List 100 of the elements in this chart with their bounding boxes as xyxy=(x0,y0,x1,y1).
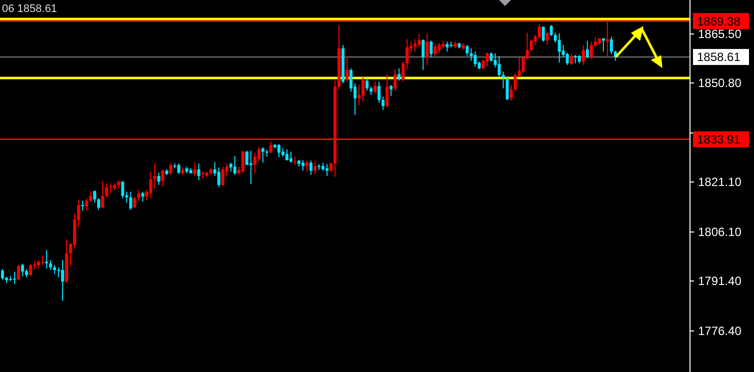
candlestick xyxy=(406,38,409,70)
candlestick xyxy=(346,56,349,82)
candlestick xyxy=(362,76,365,102)
candlestick xyxy=(498,56,501,78)
candlestick xyxy=(329,162,332,172)
candlestick xyxy=(418,34,421,48)
candlestick xyxy=(514,72,517,92)
candlestick xyxy=(157,172,160,186)
candlestick xyxy=(169,162,172,176)
candlestick xyxy=(546,31,549,46)
candlestick xyxy=(97,198,100,210)
candlestick xyxy=(249,150,252,184)
candlestick xyxy=(121,180,124,199)
candlestick xyxy=(414,38,417,52)
candlestick xyxy=(253,152,256,174)
candlestick xyxy=(129,191,132,210)
candlestick xyxy=(49,260,52,270)
candlestick xyxy=(197,162,200,180)
candlestick xyxy=(93,190,96,204)
ref-line-label: 1858.61 xyxy=(697,50,741,64)
candlestick xyxy=(89,191,92,202)
candlestick xyxy=(550,24,553,36)
candlestick xyxy=(13,271,16,284)
candlestick xyxy=(474,51,477,68)
ref-line-label: 1869.38 xyxy=(697,14,741,28)
candlestick xyxy=(301,160,304,172)
candlestick xyxy=(17,264,20,280)
candlestick xyxy=(57,266,60,278)
y-tick-label: 1791.40 xyxy=(698,274,742,288)
candlestick xyxy=(558,32,561,64)
candlestick xyxy=(486,52,489,68)
candlestick xyxy=(610,36,613,54)
candlestick xyxy=(29,264,32,276)
candlestick xyxy=(422,38,425,70)
candlestick xyxy=(61,260,64,302)
candlestick xyxy=(233,156,236,176)
annotation: 06 1858.61 xyxy=(2,3,58,15)
candlestick xyxy=(109,182,112,194)
candlestick xyxy=(293,156,296,166)
y-tick-label: 1850.80 xyxy=(698,76,742,90)
candlestick xyxy=(506,76,509,100)
candlestick xyxy=(466,44,469,56)
candlestick xyxy=(438,42,441,54)
candlestick xyxy=(378,81,381,104)
candlestick xyxy=(85,198,88,212)
candlestick xyxy=(382,96,385,110)
candlestick xyxy=(217,166,220,188)
candlestick xyxy=(241,150,244,174)
y-tick-label: 1865.50 xyxy=(698,27,742,42)
candlestick xyxy=(374,81,377,94)
candlestick xyxy=(566,52,569,66)
candlestick xyxy=(105,184,108,198)
y-tick-label: 1821.10 xyxy=(698,175,742,190)
candlestick xyxy=(586,40,589,59)
candlestick xyxy=(386,74,389,108)
y-tick-label: 1776.40 xyxy=(698,324,742,338)
candlestick xyxy=(21,263,24,277)
candlestick xyxy=(81,200,84,212)
candlestick xyxy=(153,162,156,189)
candlestick xyxy=(133,196,136,209)
candlestick xyxy=(426,32,429,66)
candlestick xyxy=(305,160,308,172)
candlestick xyxy=(177,162,180,174)
candlestick xyxy=(542,26,545,42)
candlestick xyxy=(1,268,4,280)
candlestick xyxy=(502,71,505,89)
ref-line-label: 1833.91 xyxy=(697,132,741,146)
candlestick xyxy=(570,54,573,66)
candlestick xyxy=(582,44,585,66)
candlestick xyxy=(289,151,292,164)
candlestick xyxy=(45,250,48,269)
candlestick xyxy=(221,166,224,186)
candlestick xyxy=(402,61,405,82)
candlestick xyxy=(510,84,513,102)
candlestick xyxy=(394,68,397,92)
candlestick xyxy=(137,190,140,202)
candlestick xyxy=(193,162,196,176)
candlestick xyxy=(538,24,541,39)
candlestick xyxy=(590,41,593,60)
candlestick xyxy=(161,168,164,188)
candlestick xyxy=(574,54,577,64)
y-tick-label: 1806.10 xyxy=(698,225,742,240)
candlestick xyxy=(141,191,144,202)
candlestick xyxy=(430,40,433,58)
candlestick xyxy=(257,146,260,162)
candlestick xyxy=(101,180,104,209)
candlestick xyxy=(309,160,312,176)
candlestick xyxy=(434,42,437,58)
candlestick xyxy=(245,150,248,166)
candlestick xyxy=(277,144,280,158)
candlestick xyxy=(366,78,369,92)
candlestick xyxy=(398,68,401,82)
candlestick xyxy=(261,146,264,164)
candlestick xyxy=(530,38,533,52)
candlestick xyxy=(390,84,393,96)
candlestick xyxy=(446,41,449,52)
candlestick xyxy=(149,171,152,199)
candlestick xyxy=(313,160,316,174)
candlestick xyxy=(285,148,288,162)
candlestick xyxy=(470,48,473,62)
